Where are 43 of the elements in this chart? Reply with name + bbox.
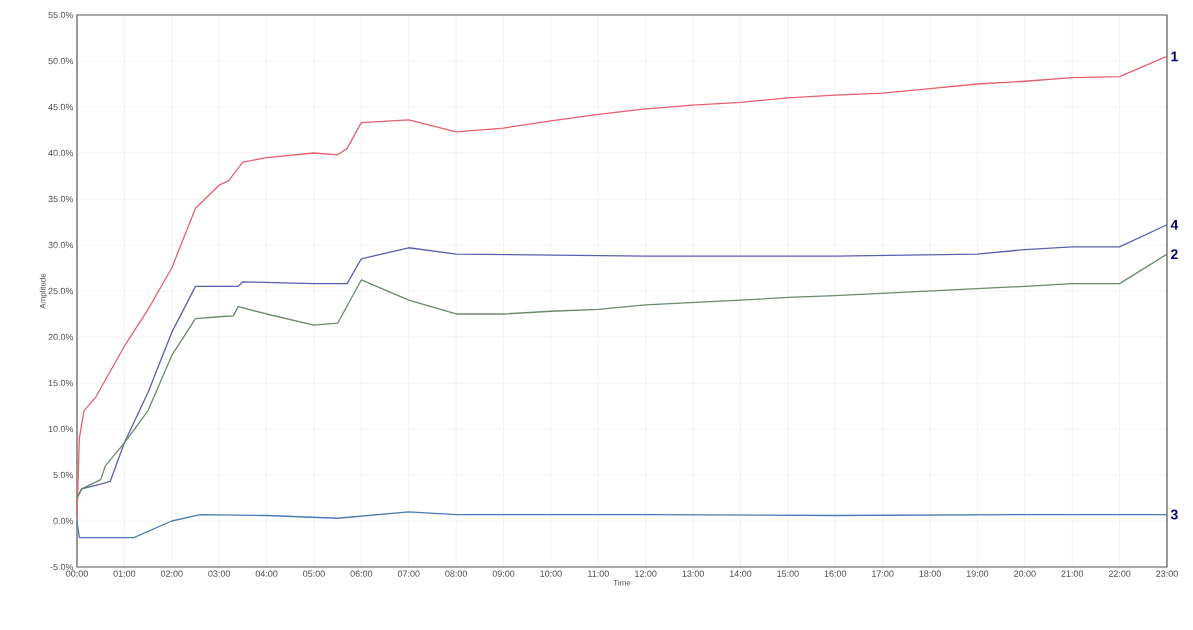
y-tick-label: 15.0% bbox=[48, 379, 74, 387]
series-label: 1 bbox=[1171, 51, 1178, 62]
x-tick-label: 08:00 bbox=[445, 570, 467, 577]
x-tick-label: 11:00 bbox=[588, 570, 609, 577]
x-tick-label: 16:00 bbox=[824, 570, 847, 577]
y-tick-label: 35.0% bbox=[48, 195, 74, 203]
x-tick-label: 10:00 bbox=[540, 570, 562, 577]
y-tick-label: 25.0% bbox=[48, 287, 74, 295]
y-tick-label: 45.0% bbox=[48, 103, 74, 111]
y-tick-label: 50.0% bbox=[48, 57, 74, 65]
x-tick-label: 19:00 bbox=[966, 570, 989, 577]
x-tick-label: 20:00 bbox=[1014, 570, 1036, 577]
series-label: 4 bbox=[1170, 219, 1179, 230]
x-tick-label: 22:00 bbox=[1108, 570, 1131, 577]
y-tick-label: 20.0% bbox=[48, 333, 74, 341]
x-tick-label: 17:00 bbox=[872, 570, 894, 577]
y-tick-label: 30.0% bbox=[48, 241, 74, 249]
y-tick-label: 5.0% bbox=[53, 471, 74, 479]
x-tick-label: 23:00 bbox=[1156, 570, 1178, 577]
y-tick-label: 10.0% bbox=[48, 425, 74, 433]
x-tick-label: 04:00 bbox=[255, 570, 278, 577]
x-tick-label: 03:00 bbox=[208, 570, 231, 577]
x-tick-label: 00:00 bbox=[66, 570, 88, 577]
line-series bbox=[76, 55, 1168, 518]
x-tick-label: 18:00 bbox=[919, 570, 941, 577]
x-tick-label: 13:00 bbox=[682, 570, 704, 577]
x-tick-label: 15:00 bbox=[777, 570, 799, 577]
series-label: 3 bbox=[1170, 509, 1178, 520]
y-tick-label: -5.0% bbox=[50, 563, 74, 571]
line-series bbox=[76, 511, 1168, 539]
x-tick-label: 01:00 bbox=[113, 570, 136, 577]
series-label: 2 bbox=[1170, 249, 1178, 260]
y-tick-label: 55.0% bbox=[48, 11, 74, 19]
x-tick-label: 05:00 bbox=[303, 570, 325, 577]
x-tick-label: 07:00 bbox=[397, 570, 420, 577]
x-tick-label: 09:00 bbox=[492, 570, 515, 577]
x-tick-label: 12:00 bbox=[635, 570, 657, 577]
x-tick-label: 02:00 bbox=[160, 570, 183, 577]
x-tick-label: 14:00 bbox=[729, 570, 752, 577]
x-tick-label: 21:00 bbox=[1061, 570, 1084, 577]
x-tick-label: 06:00 bbox=[350, 570, 373, 577]
y-tick-label: 0.0% bbox=[53, 517, 74, 525]
y-tick-label: 40.0% bbox=[48, 149, 74, 157]
